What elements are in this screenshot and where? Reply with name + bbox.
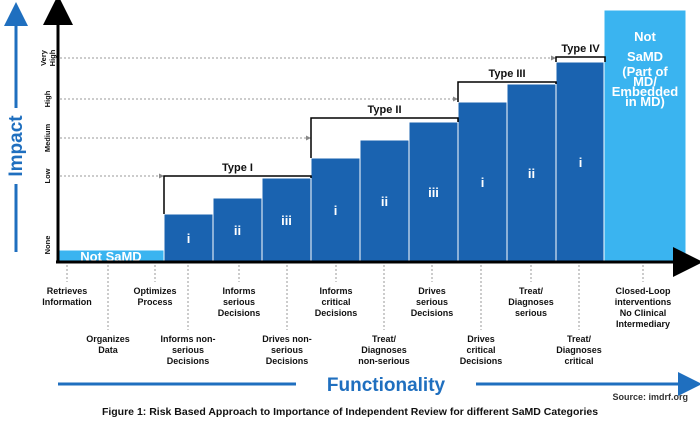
chart-bar: [359, 139, 410, 263]
type-bracket: [555, 56, 606, 62]
source-note: Source: imdrf.org: [612, 392, 688, 402]
function-label: critical: [466, 345, 495, 355]
function-label: serious: [172, 345, 204, 355]
bar-label: ii: [234, 223, 241, 238]
function-label: Retrieves: [47, 286, 88, 296]
y-tick-label: Medium: [43, 124, 52, 153]
bar-label: iii: [428, 185, 439, 200]
chart-bar: [310, 157, 361, 263]
function-label: Decisions: [266, 356, 309, 366]
function-label: Diagnoses: [361, 345, 407, 355]
function-label: Decisions: [167, 356, 210, 366]
y-tick-label: Low: [43, 168, 52, 183]
function-label: Intermediary: [616, 319, 670, 329]
type-brackets: Type I Type II Type III Type IV: [163, 43, 606, 214]
function-label: serious: [416, 297, 448, 307]
function-label: No Clinical: [620, 308, 667, 318]
bar-label: ii: [528, 166, 535, 181]
type-label: Type III: [488, 68, 525, 80]
chart-bar: [603, 9, 687, 263]
function-label: non-serious: [358, 356, 410, 366]
y-axis-title: Impact: [6, 115, 27, 177]
bar-label: ii: [381, 194, 388, 209]
type-label: Type IV: [561, 43, 600, 55]
chart-bar: [261, 177, 312, 263]
function-label: serious: [515, 308, 547, 318]
level-guides: [60, 55, 556, 179]
y-tick-group: None Low Medium High VeryHigh: [39, 49, 57, 254]
y-tick-label: VeryHigh: [39, 49, 57, 66]
function-label: Drives: [467, 334, 495, 344]
y-axis-title-group: Impact: [4, 2, 28, 252]
function-label: Diagnoses: [508, 297, 554, 307]
bar-label: i: [579, 155, 583, 170]
function-label: Organizes: [86, 334, 130, 344]
bar-label: Not: [634, 29, 656, 44]
chart-bar: [212, 197, 263, 263]
bar-label: iii: [281, 213, 292, 228]
bar-label: Not SaMD: [80, 249, 141, 264]
function-label: Process: [137, 297, 172, 307]
type-bracket: [163, 175, 312, 214]
function-label: Treat/: [519, 286, 544, 296]
type-bracket: [310, 117, 459, 158]
x-axis-title-group: Functionality: [58, 370, 700, 398]
function-label: critical: [321, 297, 350, 307]
function-label: Decisions: [218, 308, 261, 318]
function-label: Decisions: [460, 356, 503, 366]
function-label: Treat/: [567, 334, 592, 344]
y-tick-label: High: [43, 90, 52, 107]
type-label: Type II: [367, 104, 401, 116]
function-label: Data: [98, 345, 119, 355]
type-bracket: [457, 81, 557, 102]
figure-caption: Figure 1: Risk Based Approach to Importa…: [102, 406, 598, 418]
bar-label: i: [334, 203, 338, 218]
function-label: interventions: [615, 297, 672, 307]
function-label: Treat/: [372, 334, 397, 344]
type-label: Type I: [222, 162, 253, 174]
function-label: serious: [223, 297, 255, 307]
bar-label: SaMD: [627, 49, 663, 64]
function-label: Decisions: [411, 308, 454, 318]
function-label: Closed-Loop: [616, 286, 671, 296]
bar-sublabel: MD/: [633, 74, 657, 89]
bar-sublabel: Embedded: [612, 84, 679, 99]
bar-sublabel: in MD): [625, 94, 665, 109]
x-axis-title: Functionality: [327, 375, 446, 396]
chart-bar: [457, 101, 508, 263]
bar-sublabel: (Part of: [622, 64, 668, 79]
function-label: Drives non-: [262, 334, 312, 344]
function-label: Informs non-: [161, 334, 216, 344]
bar-label: i: [481, 175, 485, 190]
function-label: Optimizes: [133, 286, 176, 296]
function-label: Drives: [418, 286, 446, 296]
function-label: Informs: [222, 286, 255, 296]
function-label: critical: [564, 356, 593, 366]
function-label: Information: [42, 297, 92, 307]
function-label: Decisions: [315, 308, 358, 318]
bar-label: i: [187, 231, 191, 246]
function-label: serious: [271, 345, 303, 355]
y-tick-label: None: [43, 236, 52, 255]
function-label: Diagnoses: [556, 345, 602, 355]
function-label: Informs: [319, 286, 352, 296]
